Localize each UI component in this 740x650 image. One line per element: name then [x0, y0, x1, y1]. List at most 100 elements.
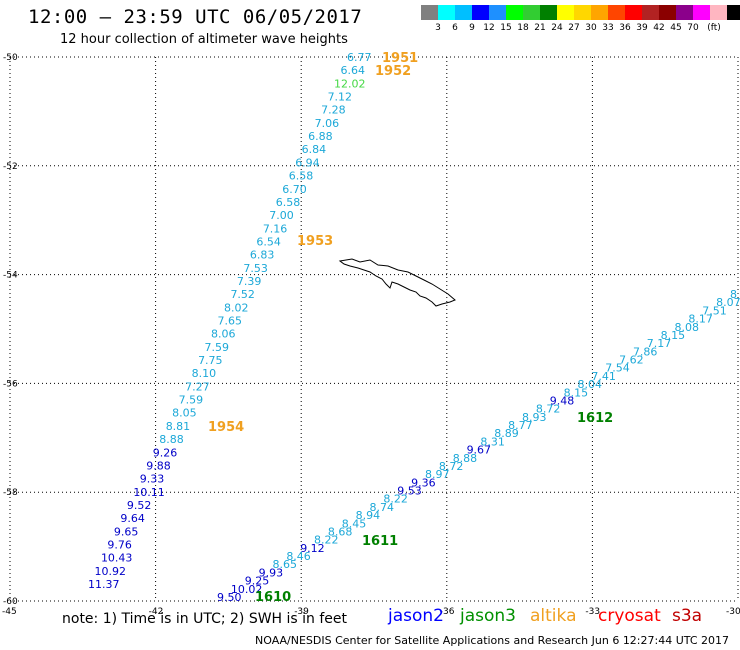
swh-value-label: 8.04: [577, 378, 602, 391]
lat-tick-label: -50: [3, 53, 18, 63]
colorbar-swatch: [455, 5, 472, 20]
swh-value-label: 7.86: [633, 345, 658, 358]
swh-value-label: 8.02: [224, 301, 249, 314]
colorbar-tick-label: 9: [469, 23, 475, 33]
swh-value-label: 8.88: [159, 433, 184, 446]
swh-value-label: 8.17: [688, 313, 713, 326]
swh-value-label: 6.94: [295, 156, 320, 169]
colorbar-tick-label: 12: [483, 23, 495, 33]
swh-value-label: 8.68: [328, 525, 353, 538]
colorbar-tick-label: 6: [452, 23, 458, 33]
map-title: 12:00 – 23:59 UTC 06/05/2017: [28, 6, 363, 28]
swh-value-label: 8.81: [166, 420, 191, 433]
swh-value-label: 8.72: [439, 460, 464, 473]
map-axes: -50 -52 -54 -56 -58 -60-45 -42 -39 -36 -33 -30: [2, 53, 740, 617]
pass-number-label: 1611: [362, 534, 398, 549]
lon-tick-label: -42: [149, 607, 164, 617]
colorbar-tick-label: 36: [619, 23, 631, 33]
swh-value-label: 10.02: [231, 583, 263, 596]
legend-item-altika: altika: [530, 606, 577, 626]
swh-value-label: 9.12: [300, 542, 325, 555]
colorbar-swatch: [421, 5, 438, 20]
swh-value-label: 9.53: [397, 485, 422, 498]
pass-number-label: 1954: [208, 420, 244, 435]
colorbar-swatch: [472, 5, 489, 20]
colorbar-swatch: [642, 5, 659, 20]
swh-value-label: 11.37: [88, 578, 120, 591]
swh-value-label: 6.83: [250, 249, 275, 262]
colorbar-swatch: [574, 5, 591, 20]
map-subtitle: 12 hour collection of altimeter wave hei…: [60, 32, 348, 47]
swh-value-label: 7.16: [263, 222, 288, 235]
swh-value-label: 9.88: [146, 459, 171, 472]
swh-value-label: 8.05: [172, 407, 197, 420]
pass-number-label: 1951: [382, 51, 418, 66]
lat-tick-label: -60: [3, 597, 18, 607]
colorbar-swatch: [693, 5, 710, 20]
colorbar-swatch: [489, 5, 506, 20]
swh-value-label: 8.89: [494, 427, 519, 440]
colorbar-swatch: [438, 5, 455, 20]
swh-value-label: 7.12: [328, 91, 353, 104]
swh-value-label: 9.93: [259, 566, 284, 579]
pass-number-label: 1612: [577, 411, 613, 426]
colorbar-swatch: [659, 5, 676, 20]
swh-value-label: 12.02: [334, 77, 366, 90]
swh-value-label: 8.22: [314, 534, 339, 547]
swh-value-label: 7.17: [647, 337, 672, 350]
colorbar-swatch: [608, 5, 625, 20]
swh-value-label: 9.25: [245, 575, 270, 588]
pass-number-label: 1610: [255, 590, 291, 605]
swh-value-label: 6.70: [282, 183, 307, 196]
swh-value-label: 8.06: [211, 328, 236, 341]
colorbar-swatch: [710, 5, 727, 20]
swh-value-label: 7.52: [230, 288, 255, 301]
map-grid: [9, 56, 739, 602]
swh-value-label: 7.75: [198, 354, 223, 367]
lat-tick-label: -52: [3, 162, 18, 172]
swh-value-label: 9.64: [120, 512, 145, 525]
swh-value-label: 8.31: [480, 435, 505, 448]
legend-item-s3a: s3a: [672, 606, 703, 626]
track-east-labels: 9.5010.029.259.938.658.469.128.228.688.4…: [217, 288, 740, 604]
colorbar-swatch: [591, 5, 608, 20]
swh-value-label: 9.36: [411, 476, 436, 489]
swh-value-label: 7.59: [205, 341, 230, 354]
colorbar-swatch: [523, 5, 540, 20]
colorbar-tick-label: 42: [653, 23, 665, 33]
colorbar-tick-label: 70: [687, 23, 699, 33]
colorbar-swatch: [625, 5, 642, 20]
colorbar-unit: (ft): [707, 23, 721, 33]
swh-value-label: 8.77: [508, 419, 533, 432]
swh-value-label: 7.54: [605, 362, 630, 375]
lon-tick-label: -39: [294, 607, 309, 617]
colorbar-tick-label: 33: [602, 23, 614, 33]
legend-item-jason3: jason3: [460, 606, 516, 626]
swh-value-label: 7.39: [237, 275, 261, 288]
colorbar-swatch: [557, 5, 574, 20]
colorbar-tick-label: 21: [534, 23, 546, 33]
colorbar-tick-label: 27: [568, 23, 580, 33]
swh-value-label: 9.52: [127, 499, 152, 512]
swh-value-label: 7.27: [185, 380, 210, 393]
lat-tick-label: -54: [3, 271, 18, 281]
swh-value-label: 8.74: [370, 501, 395, 514]
legend-item-jason2: jason2: [388, 606, 444, 626]
swh-value-label: 8.46: [286, 550, 311, 563]
track-west-labels: 6.776.6412.027.127.287.066.886.846.946.5…: [88, 51, 372, 591]
colorbar-tick-label: 45: [670, 23, 682, 33]
colorbar-swatch: [506, 5, 523, 20]
swh-value-label: 9.76: [107, 538, 132, 551]
swh-value-label: 8.10: [192, 367, 217, 380]
swh-value-label: 10.43: [101, 552, 133, 565]
colorbar-tick-label: 15: [500, 23, 512, 33]
swh-value-label: 8.15: [661, 329, 686, 342]
note-text: note: 1) Time is in UTC; 2) SWH is in fe…: [62, 611, 348, 627]
lat-tick-label: -56: [3, 379, 18, 389]
colorbar-tick-label: 30: [585, 23, 597, 33]
colorbar-tick-label: 24: [551, 23, 563, 33]
south-georgia-island-coastline: [338, 258, 456, 307]
swh-value-label: 10.11: [133, 486, 165, 499]
swh-value-label: 8.65: [272, 558, 297, 571]
